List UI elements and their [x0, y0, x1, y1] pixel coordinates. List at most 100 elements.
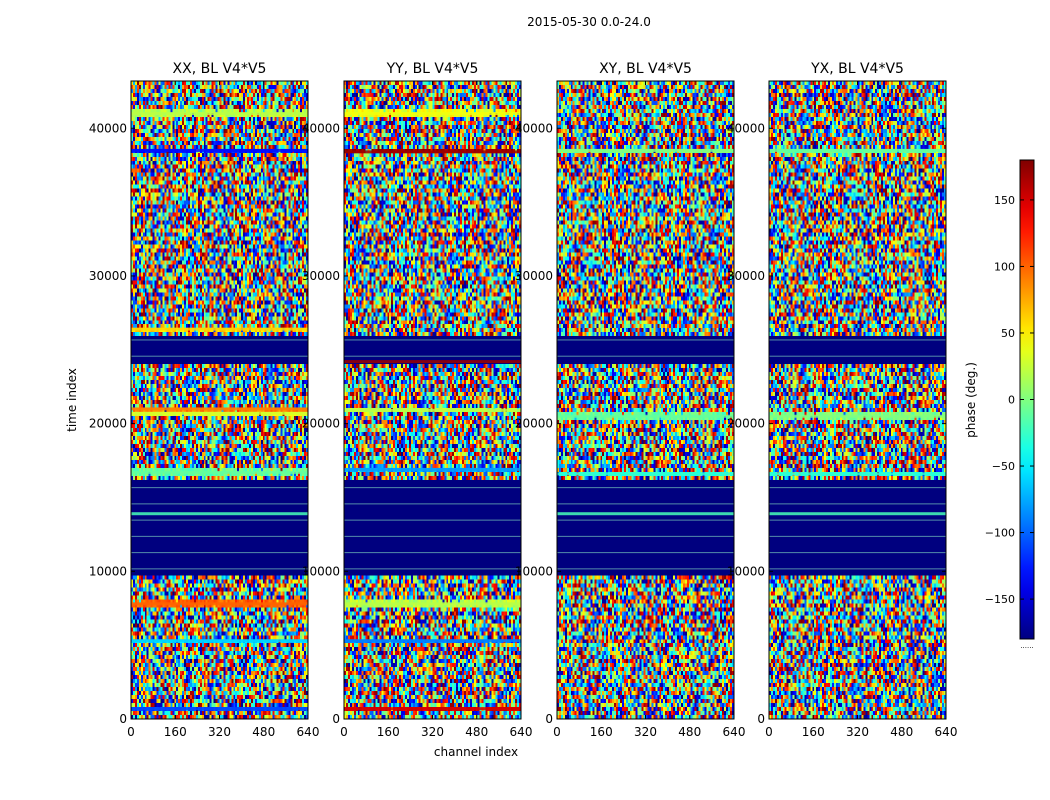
- flag-line: [557, 339, 734, 341]
- y-tick-label: 30000: [89, 269, 127, 283]
- flag-line: [344, 339, 521, 341]
- flag-line: [344, 503, 521, 505]
- flag-line: [131, 339, 308, 341]
- colorbar-tick-label: 0: [1008, 394, 1015, 407]
- y-tick-label: 10000: [302, 564, 340, 578]
- y-tick-label: 0: [332, 712, 340, 726]
- phase-stripe: [344, 467, 521, 471]
- flag-line: [769, 339, 946, 341]
- phase-stripe: [131, 707, 308, 711]
- flag-line: [344, 552, 521, 554]
- x-tick-label: 160: [377, 725, 400, 739]
- panel-title: XY, BL V4*V5: [599, 61, 692, 77]
- y-tick-label: 40000: [515, 121, 553, 135]
- colorbar-tick-label: −100: [985, 527, 1015, 540]
- y-tick-label: 30000: [302, 269, 340, 283]
- x-tick-label: 480: [678, 725, 701, 739]
- y-tick-label: 20000: [515, 417, 553, 431]
- y-tick-label: 40000: [302, 121, 340, 135]
- flag-line: [344, 487, 521, 489]
- colorbar: −150 −100 −50 0 50 100 150 phase (deg.)......: [964, 159, 1035, 650]
- x-tick-label: 0: [127, 725, 135, 739]
- y-tick-label: 20000: [727, 417, 765, 431]
- x-tick-label: 320: [208, 725, 231, 739]
- phase-stripe: [769, 472, 946, 476]
- panel-yx: YX, BL V4*V5 0 160 320 480 640 0 10000 20000 3000…: [727, 61, 958, 739]
- x-tick-label: 640: [935, 725, 958, 739]
- x-axis-label: channel index: [434, 745, 518, 759]
- panel-yy: YY, BL V4*V5 0 160 320 480 640 0 10000 20000 3000…: [302, 61, 533, 739]
- phase-stripe: [557, 148, 734, 152]
- y-tick-label: 20000: [302, 417, 340, 431]
- x-tick-label: 320: [421, 725, 444, 739]
- flag-line: [131, 535, 308, 537]
- flag-line: [344, 355, 521, 357]
- flag-line: [344, 568, 521, 570]
- phase-stripe: [131, 111, 308, 115]
- phase-stripe: [557, 414, 734, 418]
- flag-line: [131, 552, 308, 554]
- phase-stripe: [131, 411, 308, 415]
- panel-title: YX, BL V4*V5: [810, 61, 904, 77]
- y-tick-label: 30000: [727, 269, 765, 283]
- phase-stripe: [131, 602, 308, 606]
- phase-stripe: [131, 327, 308, 331]
- colorbar-extra-label: ......: [1020, 642, 1033, 650]
- colorbar-tick-label: 100: [994, 260, 1015, 273]
- phase-stripe: [131, 470, 308, 474]
- flag-line: [769, 552, 946, 554]
- phase-stripe: [131, 639, 308, 643]
- y-tick-label: 10000: [89, 564, 127, 578]
- phase-stripe: [344, 408, 521, 412]
- phase-heatmap: [557, 81, 734, 719]
- phase-stripe: [344, 707, 521, 711]
- flag-line: [557, 535, 734, 537]
- x-tick-label: 0: [553, 725, 561, 739]
- phase-stripe: [557, 472, 734, 476]
- flag-line: [131, 487, 308, 489]
- flag-line: [131, 355, 308, 357]
- phase-stripe: [131, 407, 308, 411]
- y-axis-label: time index: [65, 368, 79, 432]
- y-tick-label: 20000: [89, 417, 127, 431]
- x-tick-label: 320: [634, 725, 657, 739]
- x-tick-label: 0: [340, 725, 348, 739]
- flag-line: [557, 568, 734, 570]
- x-tick-label: 640: [723, 725, 746, 739]
- panel-title: XX, BL V4*V5: [173, 61, 267, 77]
- flag-line: [557, 552, 734, 554]
- flag-line: [344, 519, 521, 521]
- phase-stripe: [344, 602, 521, 606]
- flag-line: [557, 355, 734, 357]
- colorbar-tick-label: −50: [992, 460, 1015, 473]
- phase-stripe: [557, 512, 734, 516]
- x-tick-label: 640: [297, 725, 320, 739]
- flag-line: [557, 487, 734, 489]
- phase-stripe: [131, 512, 308, 516]
- y-tick-label: 40000: [727, 121, 765, 135]
- panel-xx: XX, BL V4*V5 0 160 320 480 640 0 10000 20000 3000…: [89, 61, 320, 739]
- flag-line: [769, 487, 946, 489]
- x-tick-label: 480: [252, 725, 275, 739]
- x-tick-label: 480: [465, 725, 488, 739]
- flag-line: [131, 519, 308, 521]
- phase-stripe: [344, 639, 521, 643]
- y-tick-label: 30000: [515, 269, 553, 283]
- flag-line: [131, 503, 308, 505]
- y-tick-label: 0: [119, 712, 127, 726]
- flag-line: [557, 519, 734, 521]
- colorbar-label: phase (deg.): [964, 362, 978, 438]
- x-tick-label: 160: [802, 725, 825, 739]
- figure-suptitle: 2015-05-30 0.0-24.0: [527, 15, 651, 29]
- x-tick-label: 320: [846, 725, 869, 739]
- y-tick-label: 0: [757, 712, 765, 726]
- phase-heatmap: [769, 81, 946, 719]
- panel-title: YY, BL V4*V5: [386, 61, 479, 77]
- flag-line: [769, 568, 946, 570]
- y-tick-label: 0: [545, 712, 553, 726]
- phase-heatmap: [131, 81, 308, 719]
- x-tick-label: 640: [510, 725, 533, 739]
- flag-line: [769, 503, 946, 505]
- flag-line: [769, 519, 946, 521]
